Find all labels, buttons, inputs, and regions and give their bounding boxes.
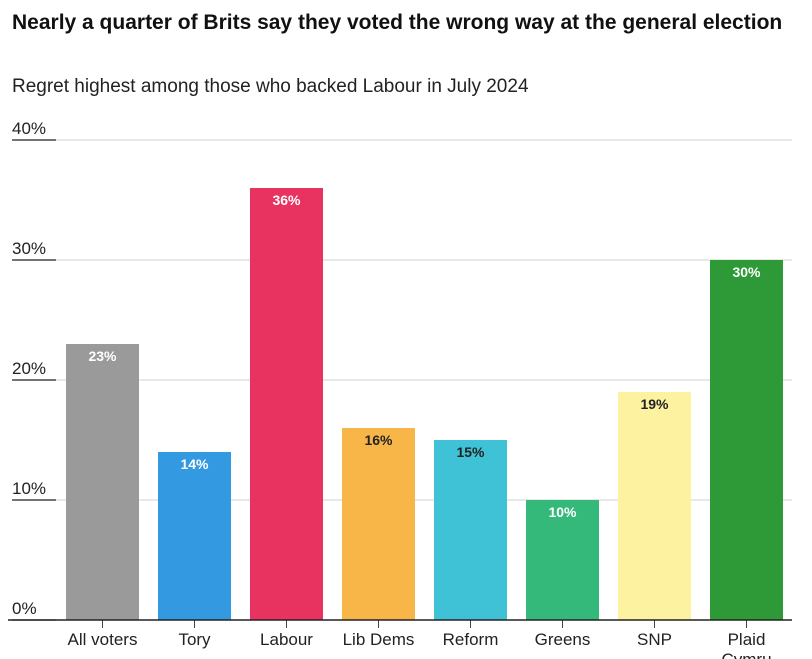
x-tick-label: Lib Dems — [343, 630, 415, 649]
bar — [342, 428, 415, 620]
data-label: 16% — [364, 432, 393, 448]
y-tick-label: 0% — [12, 599, 37, 618]
data-label: 30% — [732, 264, 761, 280]
data-label: 10% — [548, 504, 577, 520]
x-tick-label: Reform — [443, 630, 499, 649]
y-tick-label: 20% — [12, 359, 46, 378]
x-tick-label: Labour — [260, 630, 313, 649]
bar — [434, 440, 507, 620]
chart-title: Nearly a quarter of Brits say they voted… — [12, 11, 783, 34]
x-tick-label: Tory — [178, 630, 211, 649]
bar — [526, 500, 599, 620]
x-tick-label: All voters — [68, 630, 138, 649]
data-label: 15% — [456, 444, 485, 460]
bar — [710, 260, 783, 620]
y-tick-label: 30% — [12, 239, 46, 258]
data-label: 14% — [180, 456, 209, 472]
data-label: 19% — [640, 396, 669, 412]
data-label: 23% — [88, 348, 117, 364]
x-tick-label: Greens — [535, 630, 591, 649]
bar — [158, 452, 231, 620]
y-tick-label: 40% — [12, 119, 46, 138]
x-tick-label: PlaidCymru — [721, 630, 771, 659]
y-tick-label: 10% — [12, 479, 46, 498]
x-tick-label: SNP — [637, 630, 672, 649]
data-label: 36% — [272, 192, 301, 208]
bar — [66, 344, 139, 620]
bar — [250, 188, 323, 620]
bar — [618, 392, 691, 620]
chart-subtitle: Regret highest among those who backed La… — [12, 76, 529, 97]
